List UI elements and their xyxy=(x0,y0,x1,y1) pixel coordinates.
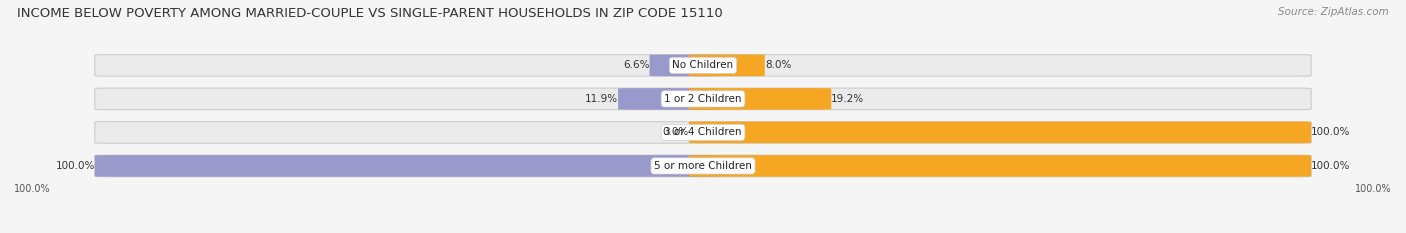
Text: Source: ZipAtlas.com: Source: ZipAtlas.com xyxy=(1278,7,1389,17)
Text: 19.2%: 19.2% xyxy=(831,94,865,104)
Text: 3 or 4 Children: 3 or 4 Children xyxy=(664,127,742,137)
Text: 8.0%: 8.0% xyxy=(765,60,792,70)
FancyBboxPatch shape xyxy=(94,88,1312,110)
FancyBboxPatch shape xyxy=(689,88,831,110)
Text: 100.0%: 100.0% xyxy=(1312,127,1351,137)
Text: 100.0%: 100.0% xyxy=(1312,161,1351,171)
FancyBboxPatch shape xyxy=(650,55,717,76)
Text: 0.0%: 0.0% xyxy=(662,127,689,137)
Text: 100.0%: 100.0% xyxy=(1355,184,1392,194)
FancyBboxPatch shape xyxy=(94,55,1312,76)
Text: 100.0%: 100.0% xyxy=(14,184,51,194)
FancyBboxPatch shape xyxy=(619,88,717,110)
Text: 6.6%: 6.6% xyxy=(623,60,650,70)
Text: No Children: No Children xyxy=(672,60,734,70)
FancyBboxPatch shape xyxy=(94,122,1312,143)
FancyBboxPatch shape xyxy=(689,155,1312,177)
Text: INCOME BELOW POVERTY AMONG MARRIED-COUPLE VS SINGLE-PARENT HOUSEHOLDS IN ZIP COD: INCOME BELOW POVERTY AMONG MARRIED-COUPL… xyxy=(17,7,723,20)
FancyBboxPatch shape xyxy=(689,122,1312,143)
FancyBboxPatch shape xyxy=(94,155,717,177)
Text: 100.0%: 100.0% xyxy=(55,161,94,171)
Text: 11.9%: 11.9% xyxy=(585,94,619,104)
FancyBboxPatch shape xyxy=(689,55,765,76)
Text: 5 or more Children: 5 or more Children xyxy=(654,161,752,171)
FancyBboxPatch shape xyxy=(94,155,1312,177)
Text: 1 or 2 Children: 1 or 2 Children xyxy=(664,94,742,104)
